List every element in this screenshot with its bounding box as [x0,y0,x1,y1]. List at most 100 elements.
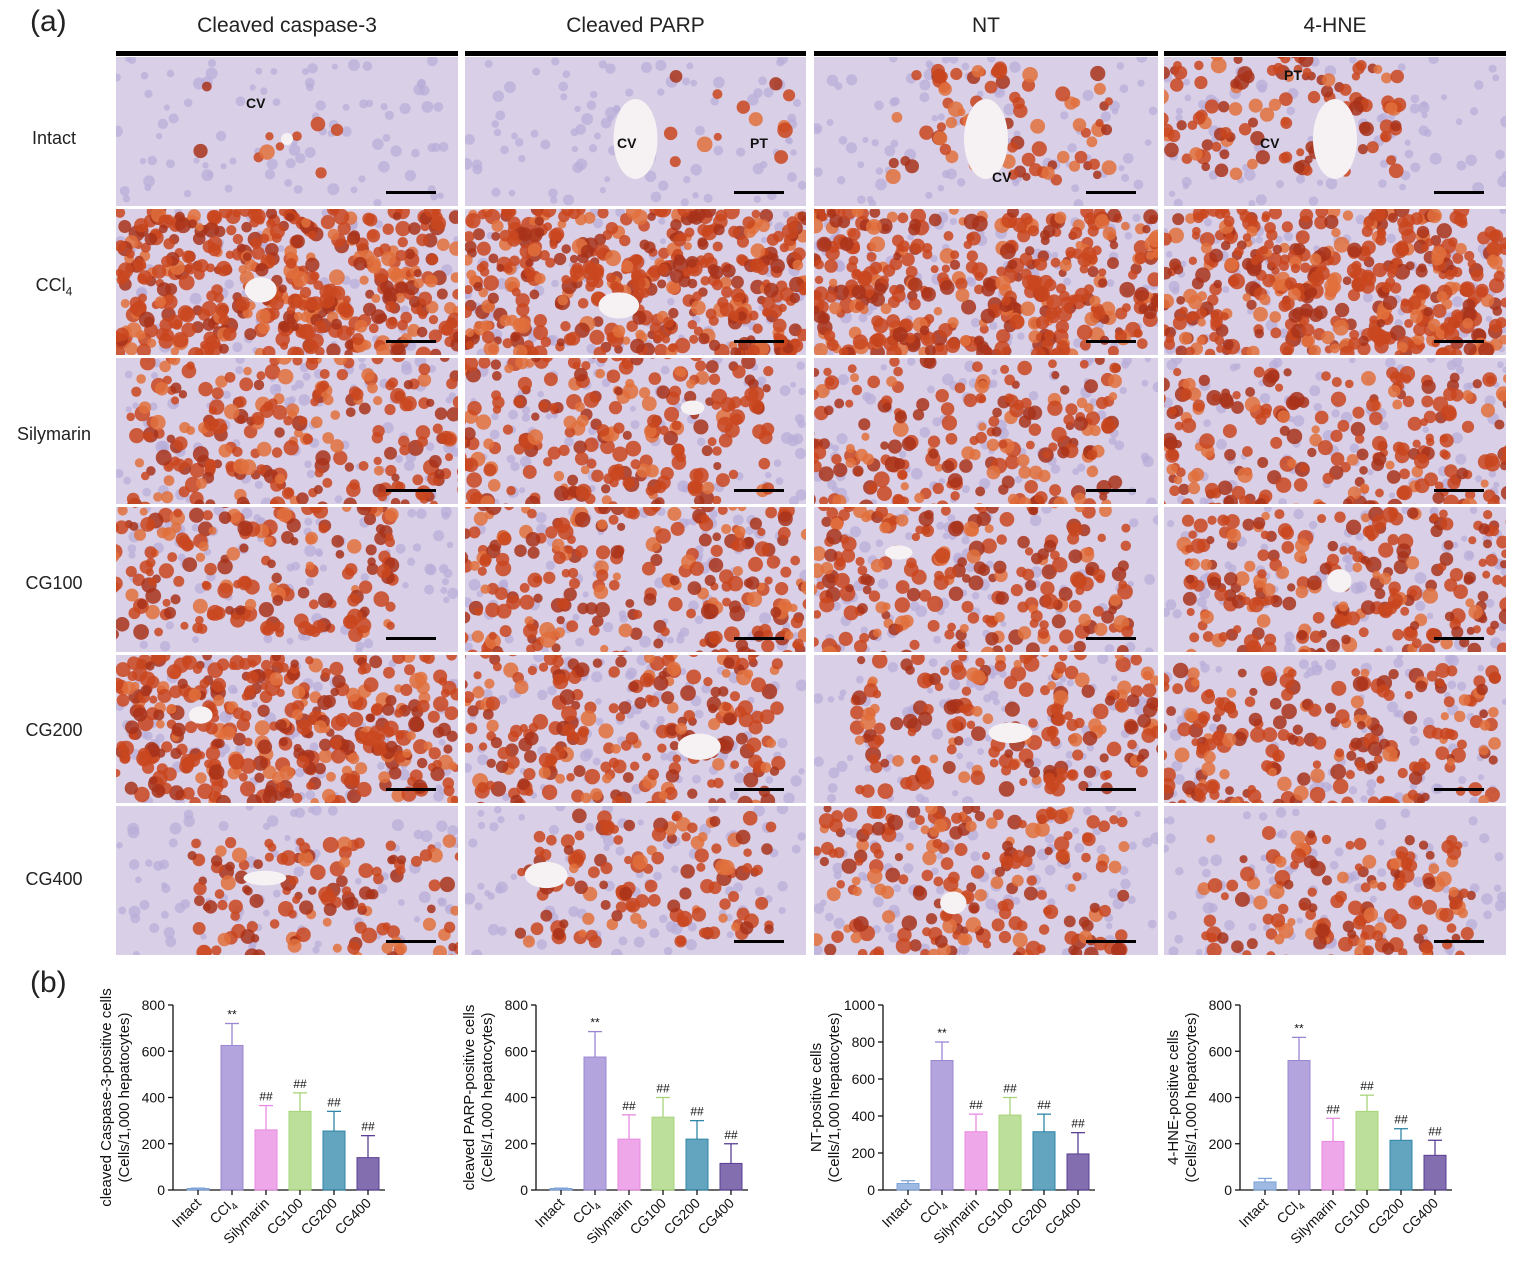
scale-bar [1086,788,1136,791]
bar-chart-nt: NT-positive cells(Cells/1,000 hepatocyte… [793,985,1123,1280]
x-tick-label: CG100 [626,1195,669,1238]
bar-cg100 [1356,1111,1378,1190]
significance-marker: ## [1394,1113,1408,1127]
scale-bar [734,940,784,943]
x-tick-label: CG200 [660,1195,703,1238]
significance-marker: ** [590,1016,600,1030]
row-label-silymarin: Silymarin [0,424,108,445]
micrograph-tile [465,507,806,652]
panel-b-label: (b) [30,966,67,1000]
y-tick-label: 600 [505,1043,529,1059]
scale-bar [1086,940,1136,943]
bar-intact [1254,1182,1276,1190]
y-tick-label: 600 [142,1043,166,1059]
row-label-cg200: CG200 [0,720,108,741]
panel-a-label: (a) [30,5,67,39]
row-label-cg400: CG400 [0,869,108,890]
micrograph-tile [1164,806,1506,955]
significance-marker: ** [937,1026,947,1040]
significance-marker: ## [259,1090,273,1104]
bar-cg400 [1424,1155,1446,1190]
scale-bar [386,940,436,943]
scale-bar [1434,637,1484,640]
x-tick-label: CG400 [1398,1195,1441,1238]
micrograph-tile [116,655,458,803]
y-tick-label: 600 [1209,1043,1233,1059]
micrograph-tile [116,507,458,652]
column-header-nt: NT [814,14,1158,50]
x-tick-label: Silymarin [930,1195,982,1247]
significance-marker: ## [656,1082,670,1096]
y-tick-label: 0 [1224,1182,1232,1198]
scale-bar [386,340,436,343]
x-tick-label: Intact [879,1195,915,1231]
x-tick-label: Silymarin [1287,1195,1339,1247]
significance-marker: ## [969,1098,983,1112]
significance-marker: ## [327,1095,341,1109]
scale-bar [1086,191,1136,194]
y-tick-label: 200 [505,1136,529,1152]
scale-bar [1434,489,1484,492]
scale-bar [386,489,436,492]
significance-marker: ** [227,1008,237,1022]
column-bar [116,51,458,56]
scale-bar [386,788,436,791]
bar-intact [550,1189,572,1191]
micrograph-tile [116,209,458,355]
significance-marker: ## [1071,1117,1085,1131]
micrograph-tile [116,358,458,504]
column-header-4-hne: 4-HNE [1164,14,1506,50]
bar-intact [897,1184,919,1190]
x-tick-label: Intact [1236,1195,1272,1231]
bar-cg200 [686,1139,708,1190]
scale-bar [734,637,784,640]
bar-chart-cleaved-caspase-3: cleaved Caspase-3-positive cells(Cells/1… [95,985,415,1280]
y-tick-label: 1000 [844,997,875,1013]
significance-marker: ** [1294,1021,1304,1035]
bar-ccl4 [1288,1061,1310,1191]
scale-bar [386,191,436,194]
y-tick-label: 200 [852,1145,876,1161]
micrograph-tile [814,358,1158,504]
bar-cg400 [357,1158,379,1190]
column-header-cleaved-caspase-3: Cleaved caspase-3 [116,14,458,50]
x-tick-label: CG200 [1364,1195,1407,1238]
micrograph-tile [116,806,458,955]
y-tick-label: 800 [1209,997,1233,1013]
bar-cg100 [289,1111,311,1190]
bar-ccl4 [584,1057,606,1190]
significance-marker: ## [690,1105,704,1119]
bar-silymarin [255,1130,277,1190]
y-axis-label-units: (Cells/1,000 hepatocytes) [116,1012,133,1182]
bar-cg100 [652,1117,674,1190]
micrograph-tile [465,655,806,803]
significance-marker: ## [1428,1124,1442,1138]
y-axis-label: 4-HNE-positive cells [1165,1030,1182,1165]
x-tick-label: Intact [532,1195,568,1231]
bar-cg200 [1390,1140,1412,1190]
tissue-annotation: CV [246,95,265,111]
micrograph-tile [1164,507,1506,652]
significance-marker: ## [293,1077,307,1091]
scale-bar [734,788,784,791]
significance-marker: ## [1037,1098,1051,1112]
x-tick-label: Silymarin [583,1195,635,1247]
x-tick-label: CG100 [1330,1195,1373,1238]
significance-marker: ## [1326,1102,1340,1116]
y-tick-label: 0 [157,1182,165,1198]
bar-ccl4 [221,1045,243,1190]
x-tick-label: Intact [169,1195,205,1231]
scale-bar [1434,191,1484,194]
x-tick-label: CG200 [1007,1195,1050,1238]
y-axis-label: cleaved Caspase-3-positive cells [98,988,115,1206]
micrograph-tile [814,209,1158,355]
bar-chart-4-hne: 4-HNE-positive cells(Cells/1,000 hepatoc… [1162,985,1482,1280]
y-tick-label: 0 [867,1182,875,1198]
y-axis-label: NT-positive cells [808,1043,825,1152]
column-bar [1164,51,1506,56]
bar-silymarin [965,1132,987,1190]
tissue-annotation: PT [1284,67,1302,83]
y-tick-label: 200 [1209,1136,1233,1152]
